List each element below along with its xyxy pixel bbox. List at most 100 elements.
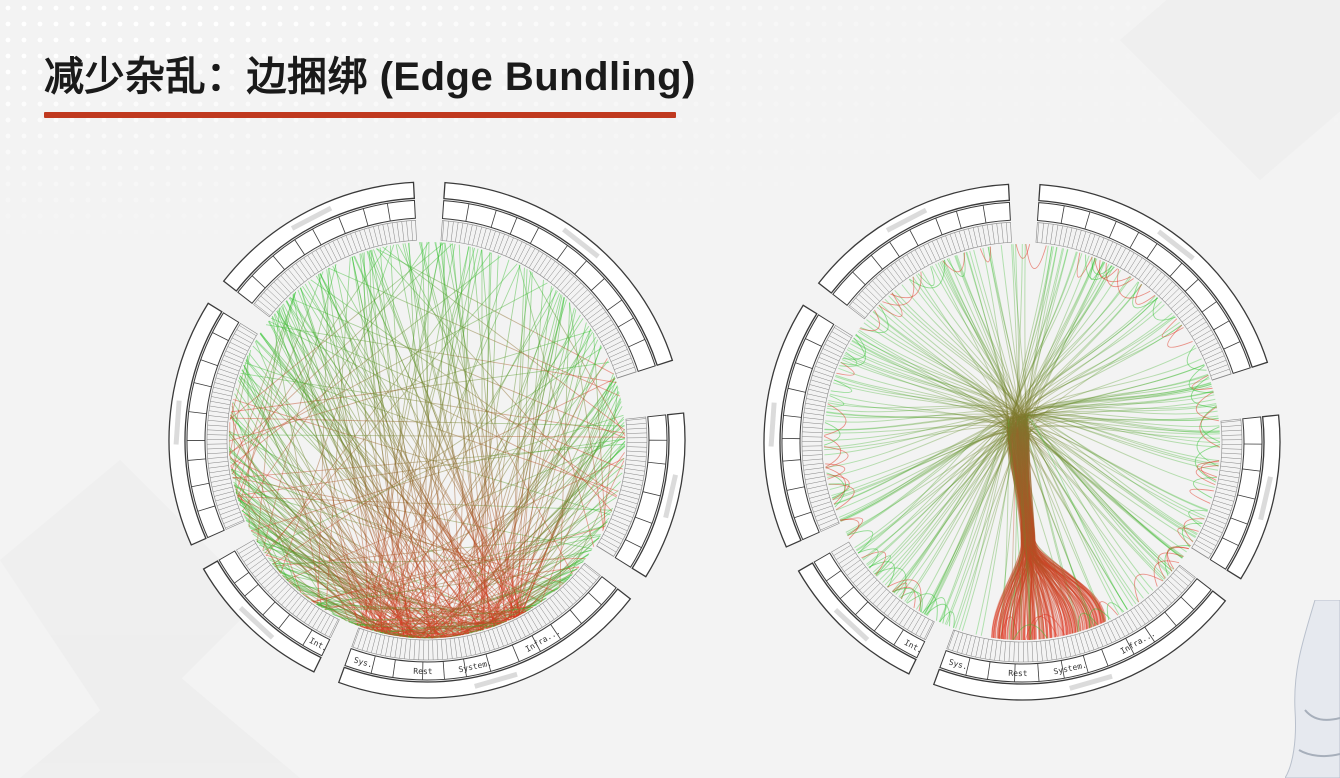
edge — [229, 461, 462, 636]
edge — [289, 296, 505, 623]
edge — [443, 289, 557, 638]
edge — [244, 516, 377, 632]
edge — [399, 496, 617, 637]
edge — [1106, 602, 1125, 621]
edge — [519, 397, 621, 615]
edge — [228, 448, 420, 639]
edge — [1090, 257, 1105, 280]
edge — [1166, 546, 1189, 570]
edge — [1094, 257, 1132, 282]
edge — [1009, 432, 1187, 640]
edge — [1021, 275, 1131, 634]
edge — [229, 354, 249, 421]
edge — [367, 250, 521, 615]
edge — [446, 629, 484, 638]
edge — [292, 294, 359, 626]
ring-segment — [932, 564, 1227, 701]
edge — [388, 248, 479, 635]
edge — [228, 431, 390, 635]
edge — [228, 430, 542, 603]
edge — [418, 242, 515, 618]
edge — [836, 361, 855, 376]
edge — [259, 333, 470, 634]
edge — [839, 518, 860, 539]
ring-segment — [440, 181, 674, 379]
edge — [1088, 608, 1111, 629]
edge — [239, 503, 387, 634]
presenter-figure — [1285, 600, 1340, 778]
edge — [828, 483, 850, 499]
edge — [385, 360, 609, 635]
edge — [1188, 365, 1214, 394]
edge — [857, 330, 1032, 639]
edge — [857, 548, 879, 569]
edge — [1190, 376, 1218, 409]
edge — [407, 242, 454, 637]
edge — [1183, 518, 1205, 543]
edge — [275, 567, 386, 634]
edge — [420, 386, 618, 639]
edge — [265, 324, 617, 384]
hierarchy-ring: Int.Sys.Rest System.Infra... — [168, 181, 686, 699]
edge — [1132, 281, 1159, 309]
edge — [390, 561, 584, 636]
edge — [842, 333, 867, 360]
edge — [1009, 415, 1197, 639]
edge — [250, 414, 624, 532]
edge — [374, 317, 584, 632]
edge — [444, 444, 626, 638]
edge — [1012, 281, 1139, 640]
edge — [909, 259, 946, 289]
ring-segment — [817, 183, 1012, 320]
edge — [1199, 406, 1221, 448]
edge — [318, 605, 394, 636]
unbundled-radial-graph: Int.Sys.Rest System.Infra... — [168, 181, 686, 699]
edge — [475, 554, 589, 633]
edge — [825, 410, 1027, 640]
edge — [923, 433, 1072, 634]
edge — [256, 540, 516, 618]
edge — [1152, 297, 1176, 321]
edge — [833, 416, 1029, 640]
edge — [859, 309, 880, 332]
edge — [1029, 614, 1066, 640]
edge — [1009, 276, 1132, 624]
edge — [270, 317, 624, 470]
edge — [1134, 573, 1164, 603]
edge — [823, 422, 841, 446]
edge — [1025, 616, 1058, 641]
edge — [233, 399, 611, 516]
edge — [1153, 560, 1180, 587]
edge — [439, 358, 608, 638]
edge — [874, 567, 907, 600]
edge — [228, 430, 374, 631]
edge — [488, 346, 602, 629]
edge — [256, 541, 452, 637]
edge — [328, 268, 405, 637]
edge — [921, 597, 946, 624]
edge — [1013, 624, 1048, 641]
edge — [823, 403, 847, 436]
edge — [319, 273, 488, 629]
edge — [1191, 374, 1213, 390]
edge — [826, 474, 850, 501]
edge — [229, 456, 388, 635]
edge — [1016, 321, 1181, 640]
edge — [316, 566, 580, 605]
edge — [404, 243, 495, 627]
ring-segment — [222, 181, 417, 318]
edge — [421, 242, 438, 638]
edge — [357, 624, 484, 631]
edge — [1195, 465, 1219, 486]
edge — [397, 243, 573, 575]
edge — [408, 242, 429, 639]
edge — [479, 271, 532, 631]
edge — [376, 248, 613, 512]
edge — [847, 530, 874, 554]
edge — [1105, 262, 1134, 288]
ring-label: Rest — [1008, 669, 1028, 678]
edge — [515, 297, 565, 617]
edge — [840, 351, 858, 366]
edge — [1098, 260, 1118, 279]
